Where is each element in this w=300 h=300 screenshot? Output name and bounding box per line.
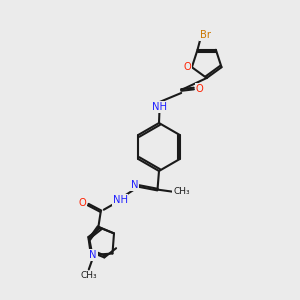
Text: NH: NH [112,195,128,205]
Text: O: O [184,62,191,72]
Text: NH: NH [152,102,167,112]
Text: N: N [89,250,97,260]
Text: Br: Br [200,30,211,40]
Text: CH₃: CH₃ [173,188,190,196]
Text: CH₃: CH₃ [80,272,97,280]
Text: O: O [79,198,87,208]
Text: N: N [131,180,139,190]
Text: O: O [195,83,203,94]
